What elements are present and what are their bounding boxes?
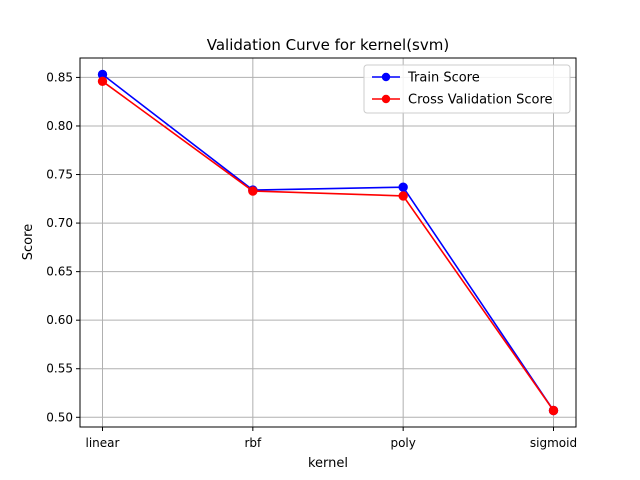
x-tick-label: sigmoid — [530, 436, 577, 450]
legend-marker — [381, 94, 391, 104]
legend-entry-label: Train Score — [407, 71, 480, 86]
y-tick-label: 0.65 — [46, 265, 73, 279]
x-axis-label: kernel — [308, 456, 348, 471]
ticks: 0.50 0.55 0.60 0.65 0.70 0.75 0.80 0.85 linear rb… — [46, 70, 577, 450]
x-tick-label: linear — [86, 436, 120, 450]
y-tick-label: 0.55 — [46, 362, 73, 376]
y-tick-label: 0.85 — [46, 70, 73, 84]
plot-frame — [79, 57, 577, 428]
y-tick-label: 0.50 — [46, 410, 73, 424]
grid — [80, 58, 576, 427]
y-tick-label: 0.75 — [46, 168, 73, 182]
chart-title: Validation Curve for kernel(svm) — [207, 36, 449, 54]
series-point — [548, 405, 559, 416]
series-line — [102, 80, 555, 411]
x-tick-label: rbf — [244, 436, 262, 450]
y-tick-label: 0.80 — [46, 119, 73, 133]
y-axis-label: Score — [21, 224, 36, 260]
legend-marker — [381, 72, 391, 82]
x-tick-label: poly — [390, 436, 415, 450]
series-line — [102, 73, 555, 411]
legend-entry-label: Cross Validation Score — [408, 93, 553, 108]
legend: Train Score Cross Validation Score — [363, 64, 571, 114]
y-tick-label: 0.70 — [46, 216, 73, 230]
series-point — [398, 182, 408, 192]
series-layer — [97, 69, 559, 416]
series-point — [97, 76, 108, 87]
y-tick-label: 0.60 — [46, 313, 73, 327]
series-point — [248, 186, 258, 196]
legend-box — [363, 64, 571, 114]
series-point — [398, 191, 408, 201]
